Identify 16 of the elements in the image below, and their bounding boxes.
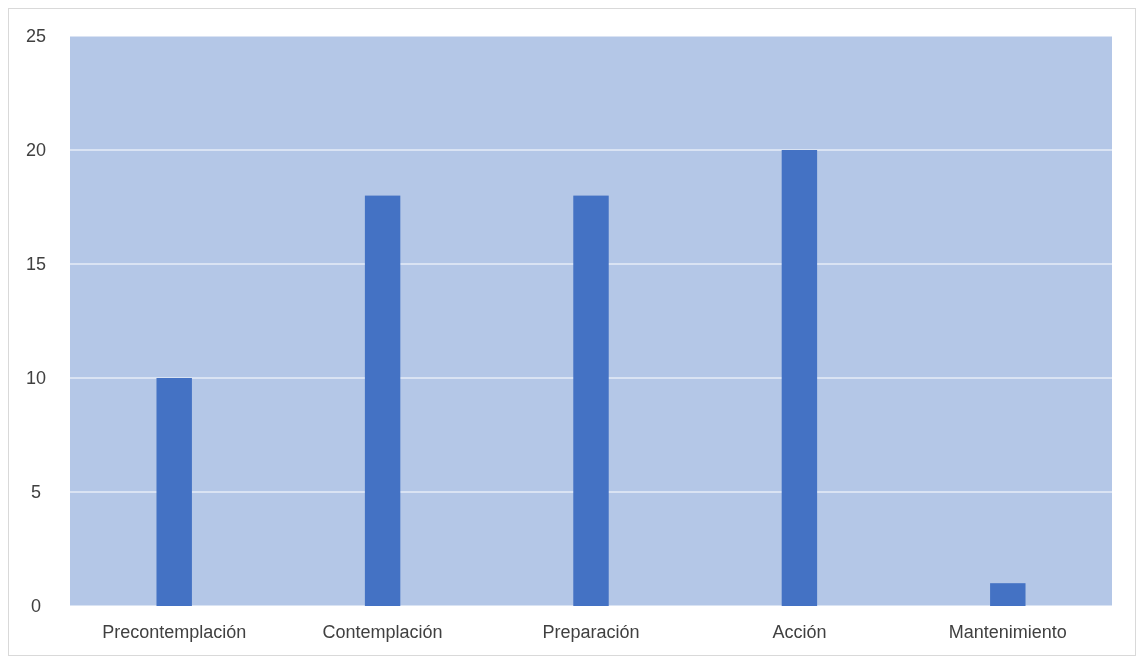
y-tick-label: 0	[30, 596, 42, 617]
y-tick-label: 10	[25, 368, 47, 389]
bar	[573, 195, 609, 606]
bar	[990, 583, 1026, 606]
x-tick-label: Contemplación	[322, 622, 443, 642]
x-tick-label: Mantenimiento	[948, 622, 1067, 642]
bar	[781, 150, 818, 606]
bar	[364, 195, 401, 606]
x-tick-label: Precontemplación	[102, 622, 247, 642]
x-tick-label: Preparación	[542, 622, 640, 642]
y-tick-label: 25	[25, 26, 47, 47]
y-tick-label: 20	[25, 140, 47, 161]
bar	[156, 378, 192, 606]
y-tick-label: 15	[25, 254, 47, 275]
y-tick-label: 5	[30, 482, 42, 503]
x-tick-label: Acción	[772, 622, 827, 642]
